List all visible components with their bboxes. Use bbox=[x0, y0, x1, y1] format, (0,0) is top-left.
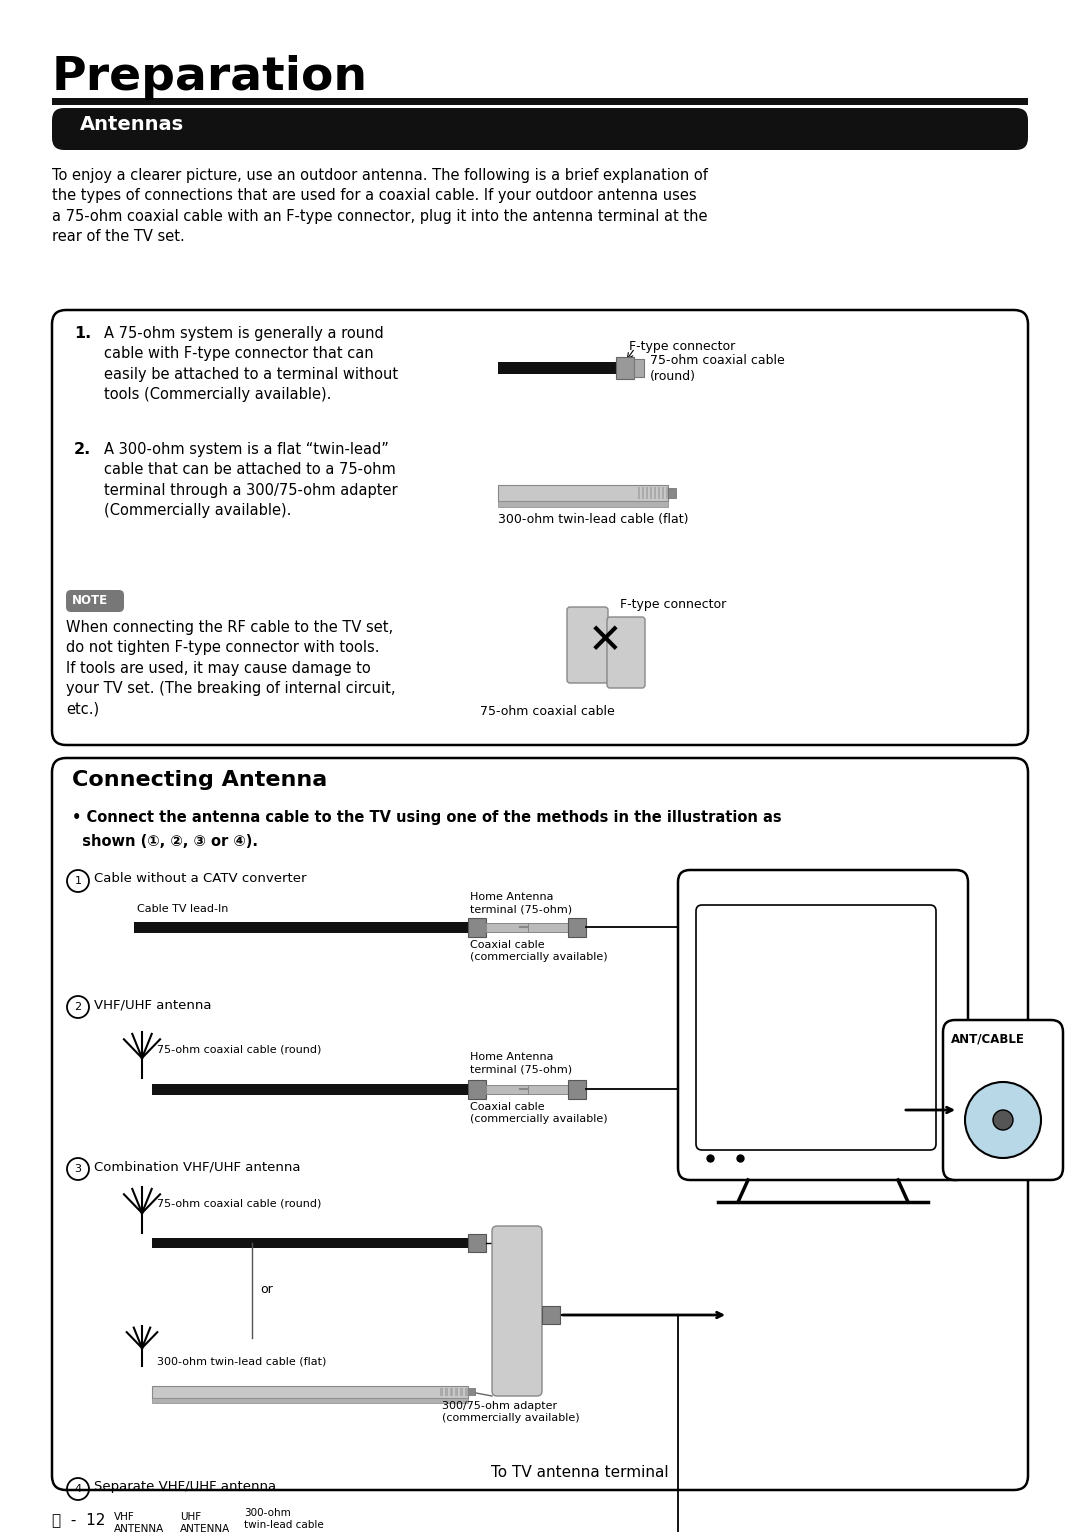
Text: 75-ohm coaxial cable (round): 75-ohm coaxial cable (round) bbox=[157, 1043, 322, 1054]
Text: Cable TV lead-In: Cable TV lead-In bbox=[137, 904, 228, 915]
Text: Connecting Antenna: Connecting Antenna bbox=[72, 771, 327, 791]
Text: To TV antenna terminal: To TV antenna terminal bbox=[491, 1465, 669, 1480]
Text: 75-ohm coaxial cable: 75-ohm coaxial cable bbox=[480, 705, 615, 719]
Bar bbox=[634, 358, 644, 377]
Text: or: or bbox=[260, 1282, 273, 1296]
Text: F-type connector: F-type connector bbox=[629, 340, 735, 352]
FancyBboxPatch shape bbox=[696, 905, 936, 1151]
FancyBboxPatch shape bbox=[607, 617, 645, 688]
FancyBboxPatch shape bbox=[52, 758, 1028, 1491]
Bar bbox=[468, 918, 486, 938]
Text: 300-ohm
twin-lead cable: 300-ohm twin-lead cable bbox=[244, 1507, 324, 1530]
Bar bbox=[662, 487, 664, 499]
Bar bbox=[646, 487, 648, 499]
Bar bbox=[450, 1388, 453, 1396]
FancyBboxPatch shape bbox=[567, 607, 608, 683]
Text: 2: 2 bbox=[75, 1002, 82, 1013]
Text: A 300-ohm system is a flat “twin-lead”
cable that can be attached to a 75-ohm
te: A 300-ohm system is a flat “twin-lead” c… bbox=[104, 443, 397, 518]
Bar bbox=[666, 487, 669, 499]
Bar bbox=[134, 922, 468, 933]
Bar bbox=[568, 918, 586, 938]
FancyBboxPatch shape bbox=[492, 1226, 542, 1396]
Text: Combination VHF/UHF antenna: Combination VHF/UHF antenna bbox=[94, 1160, 300, 1174]
Bar bbox=[528, 922, 570, 931]
Bar bbox=[445, 1388, 448, 1396]
Text: ANT/CABLE: ANT/CABLE bbox=[951, 1033, 1025, 1045]
Text: 75-ohm coaxial cable (round): 75-ohm coaxial cable (round) bbox=[157, 1198, 322, 1209]
Bar bbox=[498, 501, 669, 507]
Bar bbox=[440, 1388, 443, 1396]
FancyBboxPatch shape bbox=[66, 590, 124, 611]
FancyBboxPatch shape bbox=[52, 107, 1028, 150]
Bar bbox=[152, 1386, 468, 1399]
Text: Home Antenna
terminal (75-ohm): Home Antenna terminal (75-ohm) bbox=[470, 892, 572, 915]
Text: 75-ohm coaxial cable
(round): 75-ohm coaxial cable (round) bbox=[650, 354, 785, 383]
Circle shape bbox=[966, 1082, 1041, 1158]
Text: Separate VHF/UHF antenna: Separate VHF/UHF antenna bbox=[94, 1480, 276, 1494]
Text: Coaxial cable
(commercially available): Coaxial cable (commercially available) bbox=[470, 941, 608, 962]
Text: Preparation: Preparation bbox=[52, 55, 368, 100]
Bar bbox=[568, 1080, 586, 1098]
Bar bbox=[486, 922, 528, 931]
Circle shape bbox=[993, 1111, 1013, 1131]
Text: 300-ohm twin-lead cable (flat): 300-ohm twin-lead cable (flat) bbox=[157, 1356, 326, 1367]
FancyBboxPatch shape bbox=[52, 309, 1028, 745]
Text: 300/75-ohm adapter
(commercially available): 300/75-ohm adapter (commercially availab… bbox=[442, 1400, 580, 1423]
Text: Cable without a CATV converter: Cable without a CATV converter bbox=[94, 872, 307, 885]
Bar bbox=[468, 1080, 486, 1098]
Bar bbox=[669, 489, 676, 498]
Bar bbox=[468, 1388, 476, 1396]
FancyBboxPatch shape bbox=[678, 870, 968, 1180]
Text: A 75-ohm system is generally a round
cable with F-type connector that can
easily: A 75-ohm system is generally a round cab… bbox=[104, 326, 399, 403]
Text: VHF/UHF antenna: VHF/UHF antenna bbox=[94, 997, 212, 1011]
Bar bbox=[642, 487, 644, 499]
Text: shown (①, ②, ③ or ④).: shown (①, ②, ③ or ④). bbox=[72, 833, 258, 849]
Text: 4: 4 bbox=[75, 1485, 82, 1494]
Bar bbox=[638, 487, 640, 499]
Text: F-type connector: F-type connector bbox=[620, 597, 726, 611]
Text: 3: 3 bbox=[75, 1164, 81, 1174]
Text: 1.: 1. bbox=[75, 326, 91, 342]
Bar bbox=[542, 1305, 561, 1324]
Text: 1: 1 bbox=[75, 876, 81, 885]
Bar bbox=[650, 487, 652, 499]
Bar bbox=[152, 1238, 468, 1249]
Text: Antennas: Antennas bbox=[80, 115, 184, 133]
Text: NOTE: NOTE bbox=[72, 594, 108, 607]
FancyBboxPatch shape bbox=[943, 1020, 1063, 1180]
Bar bbox=[465, 1388, 468, 1396]
Bar bbox=[468, 1233, 486, 1252]
Bar bbox=[152, 1085, 468, 1095]
Bar bbox=[152, 1399, 468, 1403]
Text: To enjoy a clearer picture, use an outdoor antenna. The following is a brief exp: To enjoy a clearer picture, use an outdo… bbox=[52, 169, 707, 244]
Bar bbox=[486, 1085, 528, 1094]
Bar bbox=[654, 487, 656, 499]
Text: 2.: 2. bbox=[75, 443, 91, 457]
Bar bbox=[498, 486, 669, 501]
Text: UHF
ANTENNA: UHF ANTENNA bbox=[180, 1512, 230, 1532]
Text: Home Antenna
terminal (75-ohm): Home Antenna terminal (75-ohm) bbox=[470, 1052, 572, 1074]
Bar bbox=[498, 362, 616, 374]
Text: Coaxial cable
(commercially available): Coaxial cable (commercially available) bbox=[470, 1102, 608, 1124]
Text: • Connect the antenna cable to the TV using one of the methods in the illustrati: • Connect the antenna cable to the TV us… bbox=[72, 810, 782, 826]
Text: ⓔ  -  12: ⓔ - 12 bbox=[52, 1512, 106, 1527]
Bar bbox=[455, 1388, 458, 1396]
Bar bbox=[658, 487, 660, 499]
Text: ✕: ✕ bbox=[588, 620, 623, 662]
Text: VHF
ANTENNA: VHF ANTENNA bbox=[114, 1512, 164, 1532]
Text: 300-ohm twin-lead cable (flat): 300-ohm twin-lead cable (flat) bbox=[498, 513, 689, 525]
Text: When connecting the RF cable to the TV set,
do not tighten F-type connector with: When connecting the RF cable to the TV s… bbox=[66, 620, 395, 717]
Bar bbox=[616, 357, 634, 378]
Bar bbox=[52, 98, 1028, 106]
Bar bbox=[528, 1085, 570, 1094]
Bar bbox=[460, 1388, 463, 1396]
